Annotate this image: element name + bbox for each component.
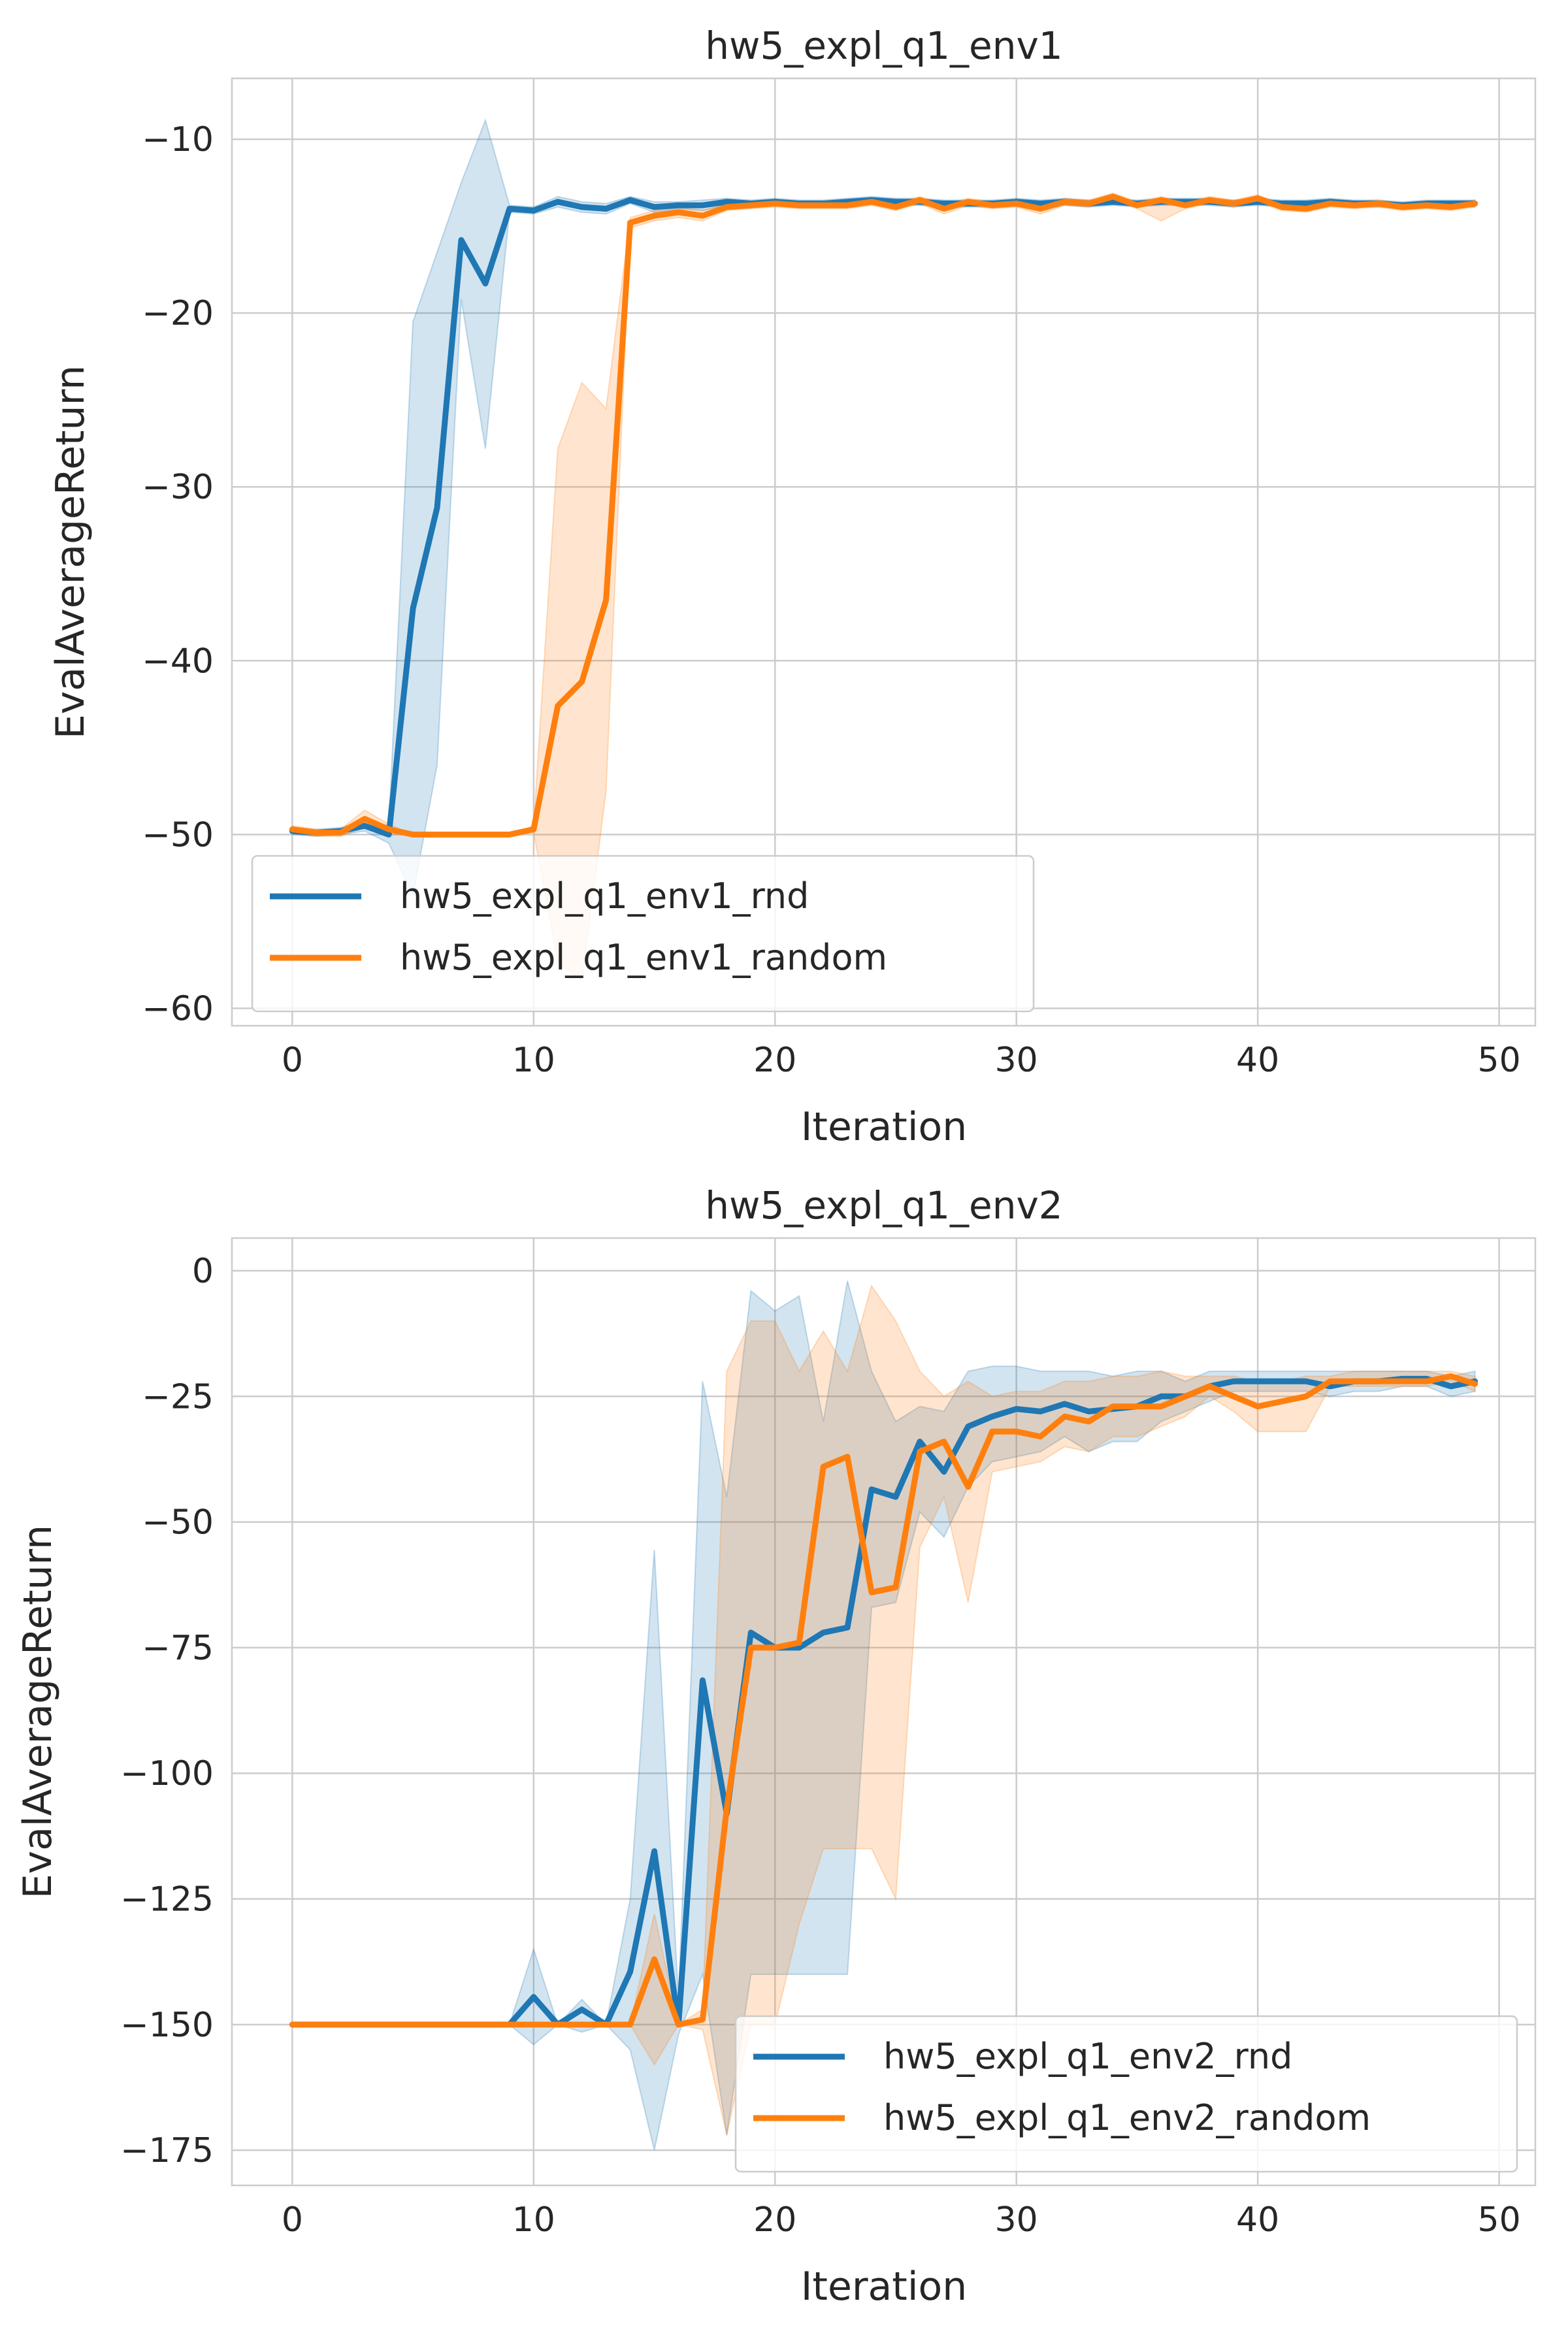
plot-frame <box>231 77 1537 1027</box>
y-axis-label: EvalAverageReturn <box>48 365 93 739</box>
confidence-bands <box>291 118 1476 982</box>
x-tick-label: 0 <box>282 1041 303 1080</box>
legend-label-random: hw5_expl_q1_env2_random <box>883 2097 1371 2138</box>
confidence-band-rnd <box>291 118 1476 898</box>
legend-label-random: hw5_expl_q1_env1_random <box>400 937 887 978</box>
y-tick-label: −20 <box>142 294 214 333</box>
confidence-band-random <box>291 192 1476 982</box>
x-tick-label: 30 <box>995 2200 1038 2240</box>
chart-panel-env2: hw5_expl_q1_env2 0 10 20 30 40 50 −175 −150 −12… <box>15 1183 1537 2310</box>
x-tick-label: 40 <box>1236 2200 1279 2240</box>
series-lines <box>289 193 1478 838</box>
x-tick-labels: 0 10 20 30 40 50 <box>282 2200 1521 2240</box>
y-tick-labels: −60 −50 −40 −30 −20 −10 <box>142 120 214 1028</box>
x-tick-label: 10 <box>512 1041 555 1080</box>
chart-title: hw5_expl_q1_env1 <box>705 24 1062 68</box>
y-tick-label: −175 <box>120 2131 214 2170</box>
legend-box <box>251 855 1035 1013</box>
y-tick-label: −50 <box>142 815 214 855</box>
y-tick-label: −60 <box>142 989 214 1028</box>
y-tick-label: −30 <box>142 468 214 507</box>
chart-panel-env1: hw5_expl_q1_env1 0 10 20 30 40 50 −60 −50 −40 −3… <box>48 24 1537 1150</box>
y-tick-label: −125 <box>120 1880 214 1919</box>
chart-title: hw5_expl_q1_env2 <box>705 1183 1062 1228</box>
x-tick-label: 10 <box>512 2200 555 2240</box>
legend: hw5_expl_q1_env2_rnd hw5_expl_q1_env2_ra… <box>734 2015 1518 2173</box>
legend-box <box>734 2015 1518 2173</box>
y-tick-label: −50 <box>142 1503 214 1543</box>
x-axis-label: Iteration <box>801 2264 968 2310</box>
y-tick-label: −25 <box>142 1377 214 1416</box>
x-tick-labels: 0 10 20 30 40 50 <box>282 1041 1521 1080</box>
series-lines <box>289 1373 1478 2028</box>
y-tick-labels: −175 −150 −125 −100 −75 −50 −25 0 <box>120 1252 214 2170</box>
x-tick-label: 20 <box>753 2200 796 2240</box>
y-tick-label: −10 <box>142 120 214 159</box>
y-tick-label: −100 <box>120 1754 214 1793</box>
x-tick-label: 30 <box>995 1041 1038 1080</box>
y-tick-label: −75 <box>142 1629 214 1668</box>
legend: hw5_expl_q1_env1_rnd hw5_expl_q1_env1_ra… <box>251 855 1035 1013</box>
series-line-random <box>289 1373 1478 2028</box>
legend-label-rnd: hw5_expl_q1_env2_rnd <box>883 2036 1292 2077</box>
x-axis-label: Iteration <box>801 1104 968 1150</box>
y-tick-label: 0 <box>192 1252 214 1291</box>
y-tick-label: −40 <box>142 642 214 681</box>
x-tick-label: 50 <box>1477 2200 1520 2240</box>
y-tick-label: −150 <box>120 2006 214 2045</box>
legend-label-rnd: hw5_expl_q1_env1_rnd <box>400 875 809 917</box>
x-tick-label: 50 <box>1477 1041 1520 1080</box>
x-tick-label: 0 <box>282 2200 303 2240</box>
plot-frame <box>231 1237 1537 2187</box>
x-tick-label: 20 <box>753 1041 796 1080</box>
x-tick-label: 40 <box>1236 1041 1279 1080</box>
series-line-random <box>289 193 1478 838</box>
y-axis-label: EvalAverageReturn <box>15 1525 61 1899</box>
